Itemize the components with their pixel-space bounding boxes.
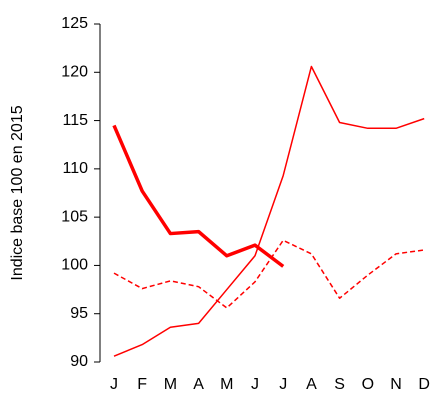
x-tick-label: S — [334, 376, 345, 393]
y-tick-label: 100 — [61, 257, 88, 274]
x-tick-label: F — [137, 376, 147, 393]
y-tick-label: 95 — [70, 305, 88, 322]
x-tick-label: A — [193, 376, 204, 393]
x-tick-label: J — [251, 376, 259, 393]
y-tick-label: 105 — [61, 208, 88, 225]
series-line — [113, 239, 425, 309]
series-line — [112, 124, 285, 268]
x-tick-label: A — [306, 376, 317, 393]
y-tick-label: 125 — [61, 15, 88, 32]
x-tick-label: D — [418, 376, 430, 393]
x-tick-label: J — [279, 376, 287, 393]
y-tick-label: 120 — [61, 64, 88, 81]
y-tick-label: 115 — [62, 112, 88, 129]
y-axis-label: Indice base 100 en 2015 — [9, 105, 26, 280]
y-tick-label: 90 — [70, 353, 88, 370]
x-tick-label: N — [390, 376, 402, 393]
x-tick-label: O — [362, 376, 374, 393]
series-line — [113, 65, 425, 357]
x-tick-label: M — [220, 376, 233, 393]
x-tick-label: M — [164, 376, 177, 393]
x-tick-label: J — [110, 376, 118, 393]
y-tick-label: 110 — [62, 160, 88, 177]
